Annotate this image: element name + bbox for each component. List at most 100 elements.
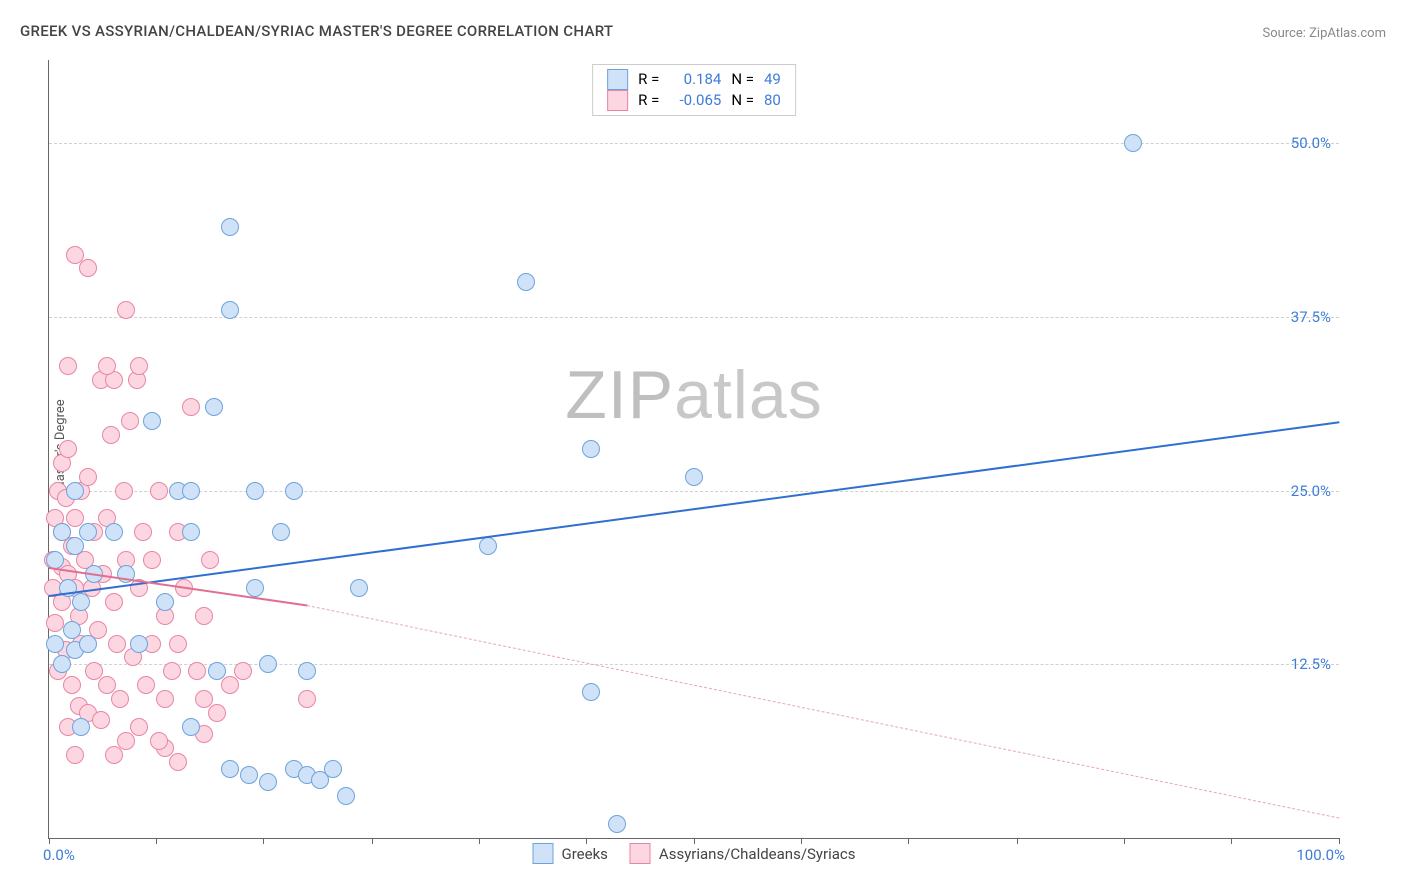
x-tick [263,838,264,844]
x-axis-max-label: 100.0% [1296,846,1345,864]
scatter-point [182,718,200,736]
regression-line [49,421,1339,597]
scatter-point [182,523,200,541]
scatter-point [79,635,97,653]
x-tick [479,838,480,844]
scatter-point [117,732,135,750]
scatter-point [208,704,226,722]
stat-r-label: R = [638,90,659,110]
x-tick [1231,838,1232,844]
scatter-point [130,718,148,736]
scatter-point [479,537,497,555]
scatter-point [272,523,290,541]
legend-swatch-assyrians [630,843,651,864]
scatter-point [608,815,626,833]
scatter-point [66,246,84,264]
source-attribution: Source: ZipAtlas.com [1262,26,1386,41]
scatter-point [63,676,81,694]
scatter-point [134,523,152,541]
y-tick-label: 25.0% [1291,482,1331,500]
x-tick [49,838,50,844]
scatter-point [72,718,90,736]
scatter-point [150,482,168,500]
scatter-point [221,760,239,778]
scatter-point [221,676,239,694]
x-tick [156,838,157,844]
scatter-point [105,746,123,764]
legend-label-greeks: Greeks [562,845,608,863]
scatter-point [105,593,123,611]
stats-legend-box: R = 0.184 N = 49 R = -0.065 N = 80 [592,64,796,116]
scatter-point [79,468,97,486]
scatter-point [150,732,168,750]
stat-r-greeks: 0.184 [669,69,721,89]
x-tick [1017,838,1018,844]
x-tick [1124,838,1125,844]
scatter-point [169,753,187,771]
scatter-point [59,440,77,458]
stat-n-label: N = [731,69,754,89]
x-axis-min-label: 0.0% [43,846,75,864]
stat-n-label: N = [731,90,754,110]
scatter-point [182,398,200,416]
scatter-point [79,523,97,541]
scatter-point [163,662,181,680]
stat-r-assyrians: -0.065 [669,90,721,110]
scatter-point [298,690,316,708]
scatter-point [156,690,174,708]
scatter-point [66,746,84,764]
scatter-point [53,655,71,673]
swatch-greeks [607,69,628,90]
y-tick-label: 50.0% [1291,134,1331,152]
scatter-point [234,662,252,680]
stat-r-label: R = [638,69,659,89]
gridline [49,317,1339,318]
scatter-point [117,301,135,319]
scatter-point [143,551,161,569]
scatter-point [105,523,123,541]
scatter-point [337,787,355,805]
y-tick-label: 37.5% [1291,308,1331,326]
scatter-point [102,426,120,444]
swatch-assyrians [607,90,628,111]
gridline [49,143,1339,144]
scatter-point [130,357,148,375]
scatter-point [246,579,264,597]
stats-row-greeks: R = 0.184 N = 49 [607,69,781,90]
regression-line [307,605,1339,819]
scatter-point [130,635,148,653]
scatter-point [169,635,187,653]
scatter-point [208,662,226,680]
scatter-point [221,218,239,236]
scatter-point [582,683,600,701]
scatter-point [156,593,174,611]
legend-swatch-greeks [533,843,554,864]
scatter-point [121,412,139,430]
x-tick [1339,838,1340,844]
scatter-point [517,273,535,291]
x-tick [372,838,373,844]
scatter-point [350,579,368,597]
scatter-point [182,482,200,500]
scatter-point [205,398,223,416]
scatter-point [195,607,213,625]
scatter-point [246,482,264,500]
gridline [49,491,1339,492]
scatter-point [259,655,277,673]
scatter-point [285,482,303,500]
watermark: ZIPatlas [565,356,822,434]
scatter-point [72,593,90,611]
scatter-point [298,662,316,680]
scatter-point [188,662,206,680]
scatter-point [59,357,77,375]
scatter-point [240,766,258,784]
watermark-bold: ZIP [565,357,674,433]
scatter-point [582,440,600,458]
scatter-point [201,551,219,569]
scatter-point [111,690,129,708]
scatter-point [46,635,64,653]
scatter-point [115,482,133,500]
legend-bottom: Greeks Assyrians/Chaldeans/Syriacs [533,843,856,864]
legend-label-assyrians: Assyrians/Chaldeans/Syriacs [659,845,856,863]
x-tick [586,838,587,844]
